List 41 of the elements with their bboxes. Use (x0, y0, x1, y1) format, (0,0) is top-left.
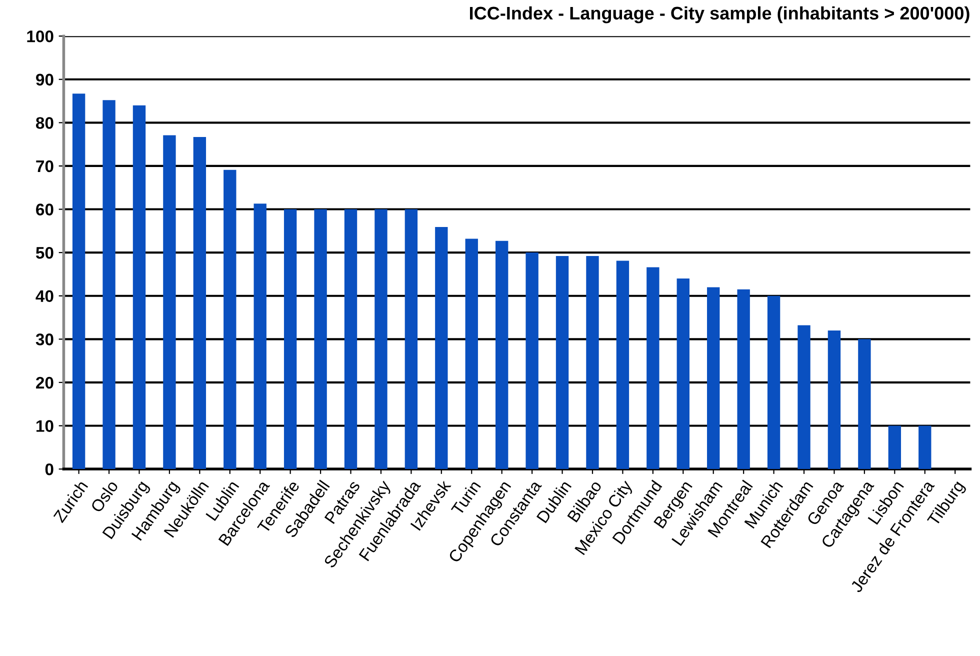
bar (102, 100, 116, 470)
bar (888, 426, 902, 470)
bar (72, 94, 86, 470)
y-tick-label: 80 (36, 117, 54, 129)
bar (556, 256, 569, 470)
bar (918, 426, 932, 470)
y-tick-label: 90 (36, 74, 54, 86)
bar (314, 209, 327, 470)
y-tick-label: 30 (36, 334, 54, 346)
bar (707, 287, 720, 470)
bar (828, 330, 841, 470)
bar (767, 296, 780, 470)
y-tick-label: 100 (27, 30, 54, 42)
y-tick-label: 10 (36, 420, 54, 432)
bar (435, 227, 448, 470)
bar (284, 209, 297, 470)
bar (737, 289, 750, 470)
bar (374, 209, 388, 470)
bar (132, 105, 146, 470)
y-tick-label: 70 (36, 160, 54, 172)
y-tick-label: 50 (36, 246, 54, 259)
chart-title: ICC-Index - Language - City sample (inhabitants > 200'000) (470, 6, 970, 24)
bar (646, 267, 660, 470)
bar (798, 325, 810, 470)
y-tick-label: 20 (36, 376, 54, 389)
bar (676, 278, 690, 470)
y-tick-label: 40 (36, 290, 54, 302)
bar (163, 135, 176, 470)
y-tick-label: 0 (45, 463, 54, 476)
bar (193, 136, 206, 470)
bar (858, 339, 871, 470)
bar (495, 240, 508, 470)
bar (586, 256, 599, 470)
bar (404, 209, 418, 470)
y-tick-label: 60 (36, 204, 54, 216)
bar (526, 252, 538, 470)
bar (616, 260, 630, 470)
bar (254, 204, 266, 470)
bar (224, 170, 236, 470)
bar (344, 209, 358, 470)
bar (465, 238, 478, 470)
